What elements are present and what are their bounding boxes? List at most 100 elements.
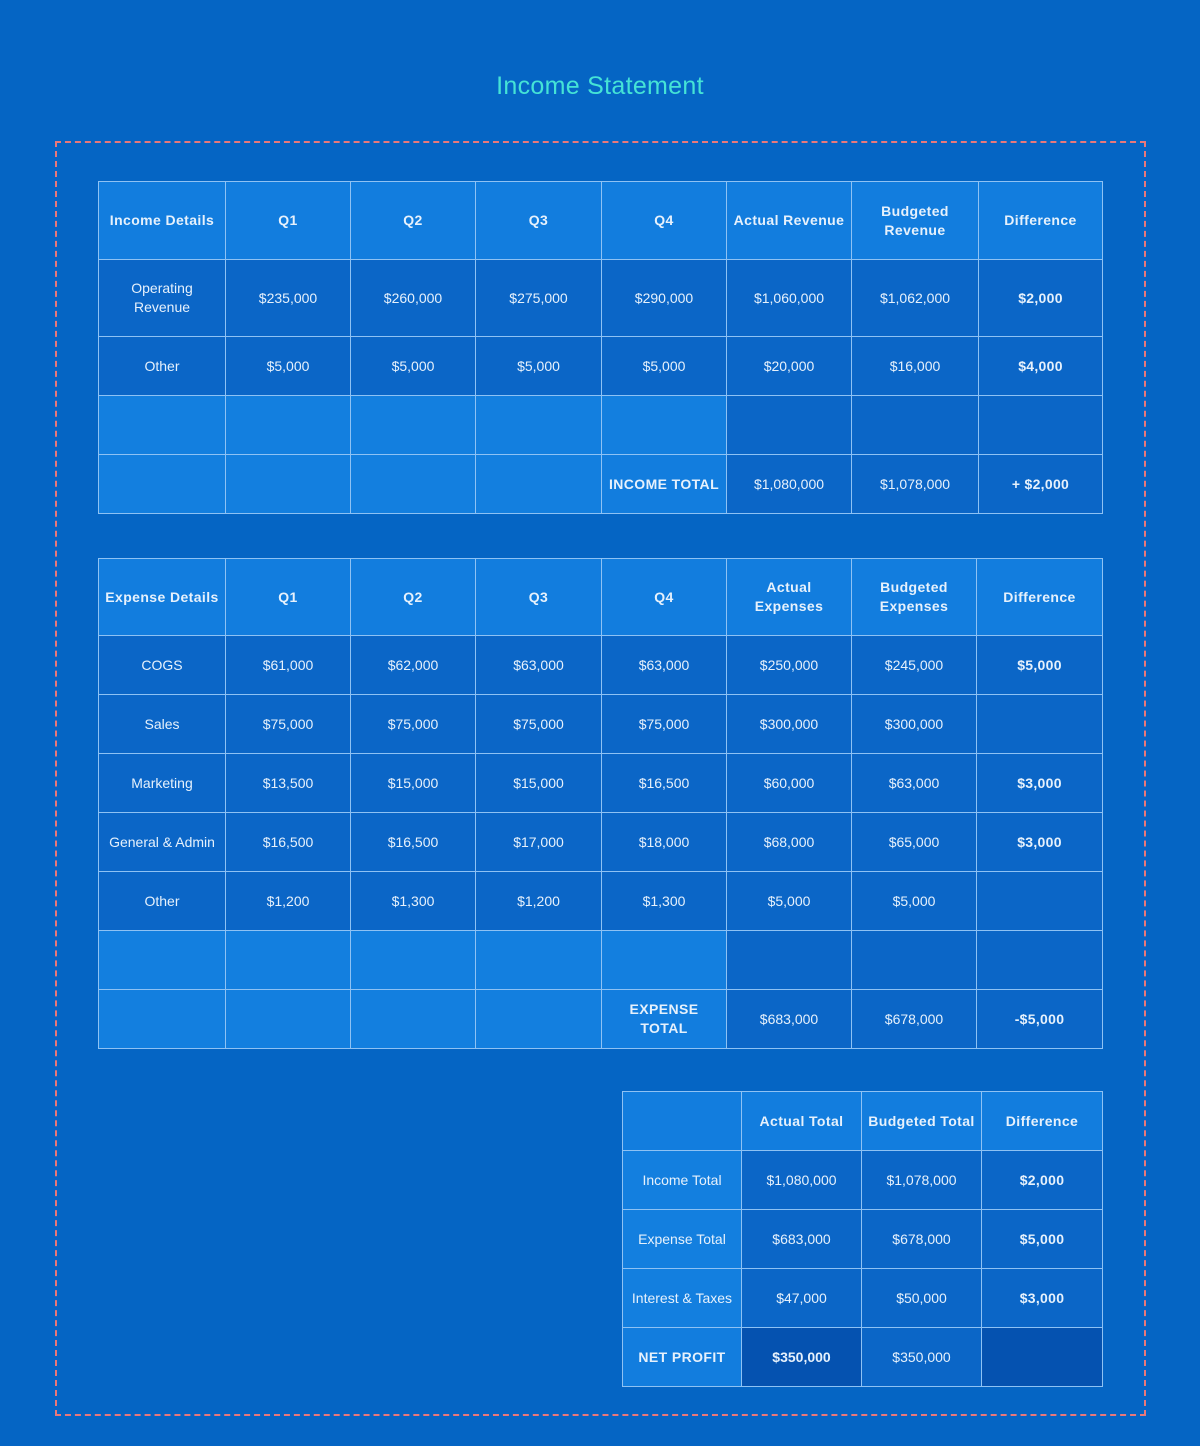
summary-header-blank (622, 1091, 742, 1151)
cell-q1: $13,500 (225, 753, 351, 813)
cell-difference: $3,000 (976, 812, 1103, 872)
table-row: COGS $61,000 $62,000 $63,000 $63,000 $25… (98, 635, 1103, 695)
cell-q3: $5,000 (475, 336, 602, 396)
cell-budgeted: $50,000 (861, 1268, 982, 1328)
cell-q3: $63,000 (475, 635, 602, 695)
cell-difference: $4,000 (978, 336, 1103, 396)
cell-difference (976, 871, 1103, 931)
net-profit-actual: $350,000 (741, 1327, 862, 1387)
empty-cell (851, 395, 979, 455)
row-label: Sales (98, 694, 226, 754)
empty-cell (475, 454, 602, 514)
cell-difference: $2,000 (981, 1150, 1103, 1210)
empty-cell (851, 930, 977, 990)
cell-actual: $60,000 (726, 753, 852, 813)
summary-header-difference: Difference (981, 1091, 1103, 1151)
table-row: Interest & Taxes $47,000 $50,000 $3,000 (622, 1268, 1103, 1328)
cell-actual: $250,000 (726, 635, 852, 695)
empty-cell (350, 930, 476, 990)
table-row: Other $1,200 $1,300 $1,200 $1,300 $5,000… (98, 871, 1103, 931)
expense-total-actual: $683,000 (726, 989, 852, 1049)
income-total-row: INCOME TOTAL $1,080,000 $1,078,000 + $2,… (98, 454, 1103, 514)
cell-budgeted: $63,000 (851, 753, 977, 813)
cell-budgeted: $245,000 (851, 635, 977, 695)
summary-header-row: Actual Total Budgeted Total Difference (622, 1091, 1103, 1151)
expense-total-label: EXPENSE TOTAL (601, 989, 727, 1049)
cell-actual: $68,000 (726, 812, 852, 872)
cell-q4: $63,000 (601, 635, 727, 695)
row-label: COGS (98, 635, 226, 695)
empty-row (98, 930, 1103, 990)
cell-q2: $15,000 (350, 753, 476, 813)
expense-header-q4: Q4 (601, 558, 727, 636)
net-profit-difference (981, 1327, 1103, 1387)
cell-q2: $260,000 (350, 259, 476, 337)
cell-difference (976, 694, 1103, 754)
expense-header-q3: Q3 (475, 558, 602, 636)
cell-q1: $1,200 (225, 871, 351, 931)
income-total-budgeted: $1,078,000 (851, 454, 979, 514)
empty-cell (350, 989, 476, 1049)
income-header-q4: Q4 (601, 181, 727, 260)
net-profit-row: NET PROFIT $350,000 $350,000 (622, 1327, 1103, 1387)
empty-cell (475, 395, 602, 455)
cell-q3: $1,200 (475, 871, 602, 931)
cell-q1: $16,500 (225, 812, 351, 872)
table-row: Other $5,000 $5,000 $5,000 $5,000 $20,00… (98, 336, 1103, 396)
cell-budgeted: $65,000 (851, 812, 977, 872)
empty-cell (225, 930, 351, 990)
cell-q1: $235,000 (225, 259, 351, 337)
income-table: Income Details Q1 Q2 Q3 Q4 Actual Revenu… (98, 181, 1103, 514)
row-label: General & Admin (98, 812, 226, 872)
cell-q2: $75,000 (350, 694, 476, 754)
row-label: Income Total (622, 1150, 742, 1210)
row-label: Operating Revenue (98, 259, 226, 337)
row-label: Other (98, 871, 226, 931)
cell-q4: $75,000 (601, 694, 727, 754)
income-header-row: Income Details Q1 Q2 Q3 Q4 Actual Revenu… (98, 181, 1103, 260)
cell-q2: $1,300 (350, 871, 476, 931)
table-row: Sales $75,000 $75,000 $75,000 $75,000 $3… (98, 694, 1103, 754)
cell-q4: $1,300 (601, 871, 727, 931)
table-row: Income Total $1,080,000 $1,078,000 $2,00… (622, 1150, 1103, 1210)
row-label: Marketing (98, 753, 226, 813)
expense-header-q2: Q2 (350, 558, 476, 636)
cell-q3: $75,000 (475, 694, 602, 754)
summary-table: Actual Total Budgeted Total Difference I… (622, 1091, 1103, 1387)
empty-cell (601, 395, 727, 455)
expense-total-budgeted: $678,000 (851, 989, 977, 1049)
row-label: Other (98, 336, 226, 396)
cell-budgeted: $300,000 (851, 694, 977, 754)
income-header-difference: Difference (978, 181, 1103, 260)
cell-q1: $61,000 (225, 635, 351, 695)
cell-q3: $17,000 (475, 812, 602, 872)
empty-cell (475, 930, 602, 990)
cell-q2: $62,000 (350, 635, 476, 695)
empty-cell (98, 454, 226, 514)
income-total-actual: $1,080,000 (726, 454, 852, 514)
cell-q4: $5,000 (601, 336, 727, 396)
cell-q4: $16,500 (601, 753, 727, 813)
cell-actual: $5,000 (726, 871, 852, 931)
cell-q1: $75,000 (225, 694, 351, 754)
income-header-budgeted: Budgeted Revenue (851, 181, 979, 260)
expense-table: Expense Details Q1 Q2 Q3 Q4 Actual Expen… (98, 558, 1103, 1049)
cell-budgeted: $678,000 (861, 1209, 982, 1269)
net-profit-label: NET PROFIT (622, 1327, 742, 1387)
empty-cell (350, 454, 476, 514)
income-header-actual: Actual Revenue (726, 181, 852, 260)
cell-difference: $5,000 (981, 1209, 1103, 1269)
table-row: Expense Total $683,000 $678,000 $5,000 (622, 1209, 1103, 1269)
empty-cell (978, 395, 1103, 455)
empty-cell (350, 395, 476, 455)
cell-q2: $16,500 (350, 812, 476, 872)
cell-budgeted: $1,062,000 (851, 259, 979, 337)
cell-q3: $15,000 (475, 753, 602, 813)
empty-cell (98, 989, 226, 1049)
cell-difference: $2,000 (978, 259, 1103, 337)
cell-difference: $3,000 (981, 1268, 1103, 1328)
row-label: Interest & Taxes (622, 1268, 742, 1328)
net-profit-budgeted: $350,000 (861, 1327, 982, 1387)
expense-header-details: Expense Details (98, 558, 226, 636)
expense-header-q1: Q1 (225, 558, 351, 636)
